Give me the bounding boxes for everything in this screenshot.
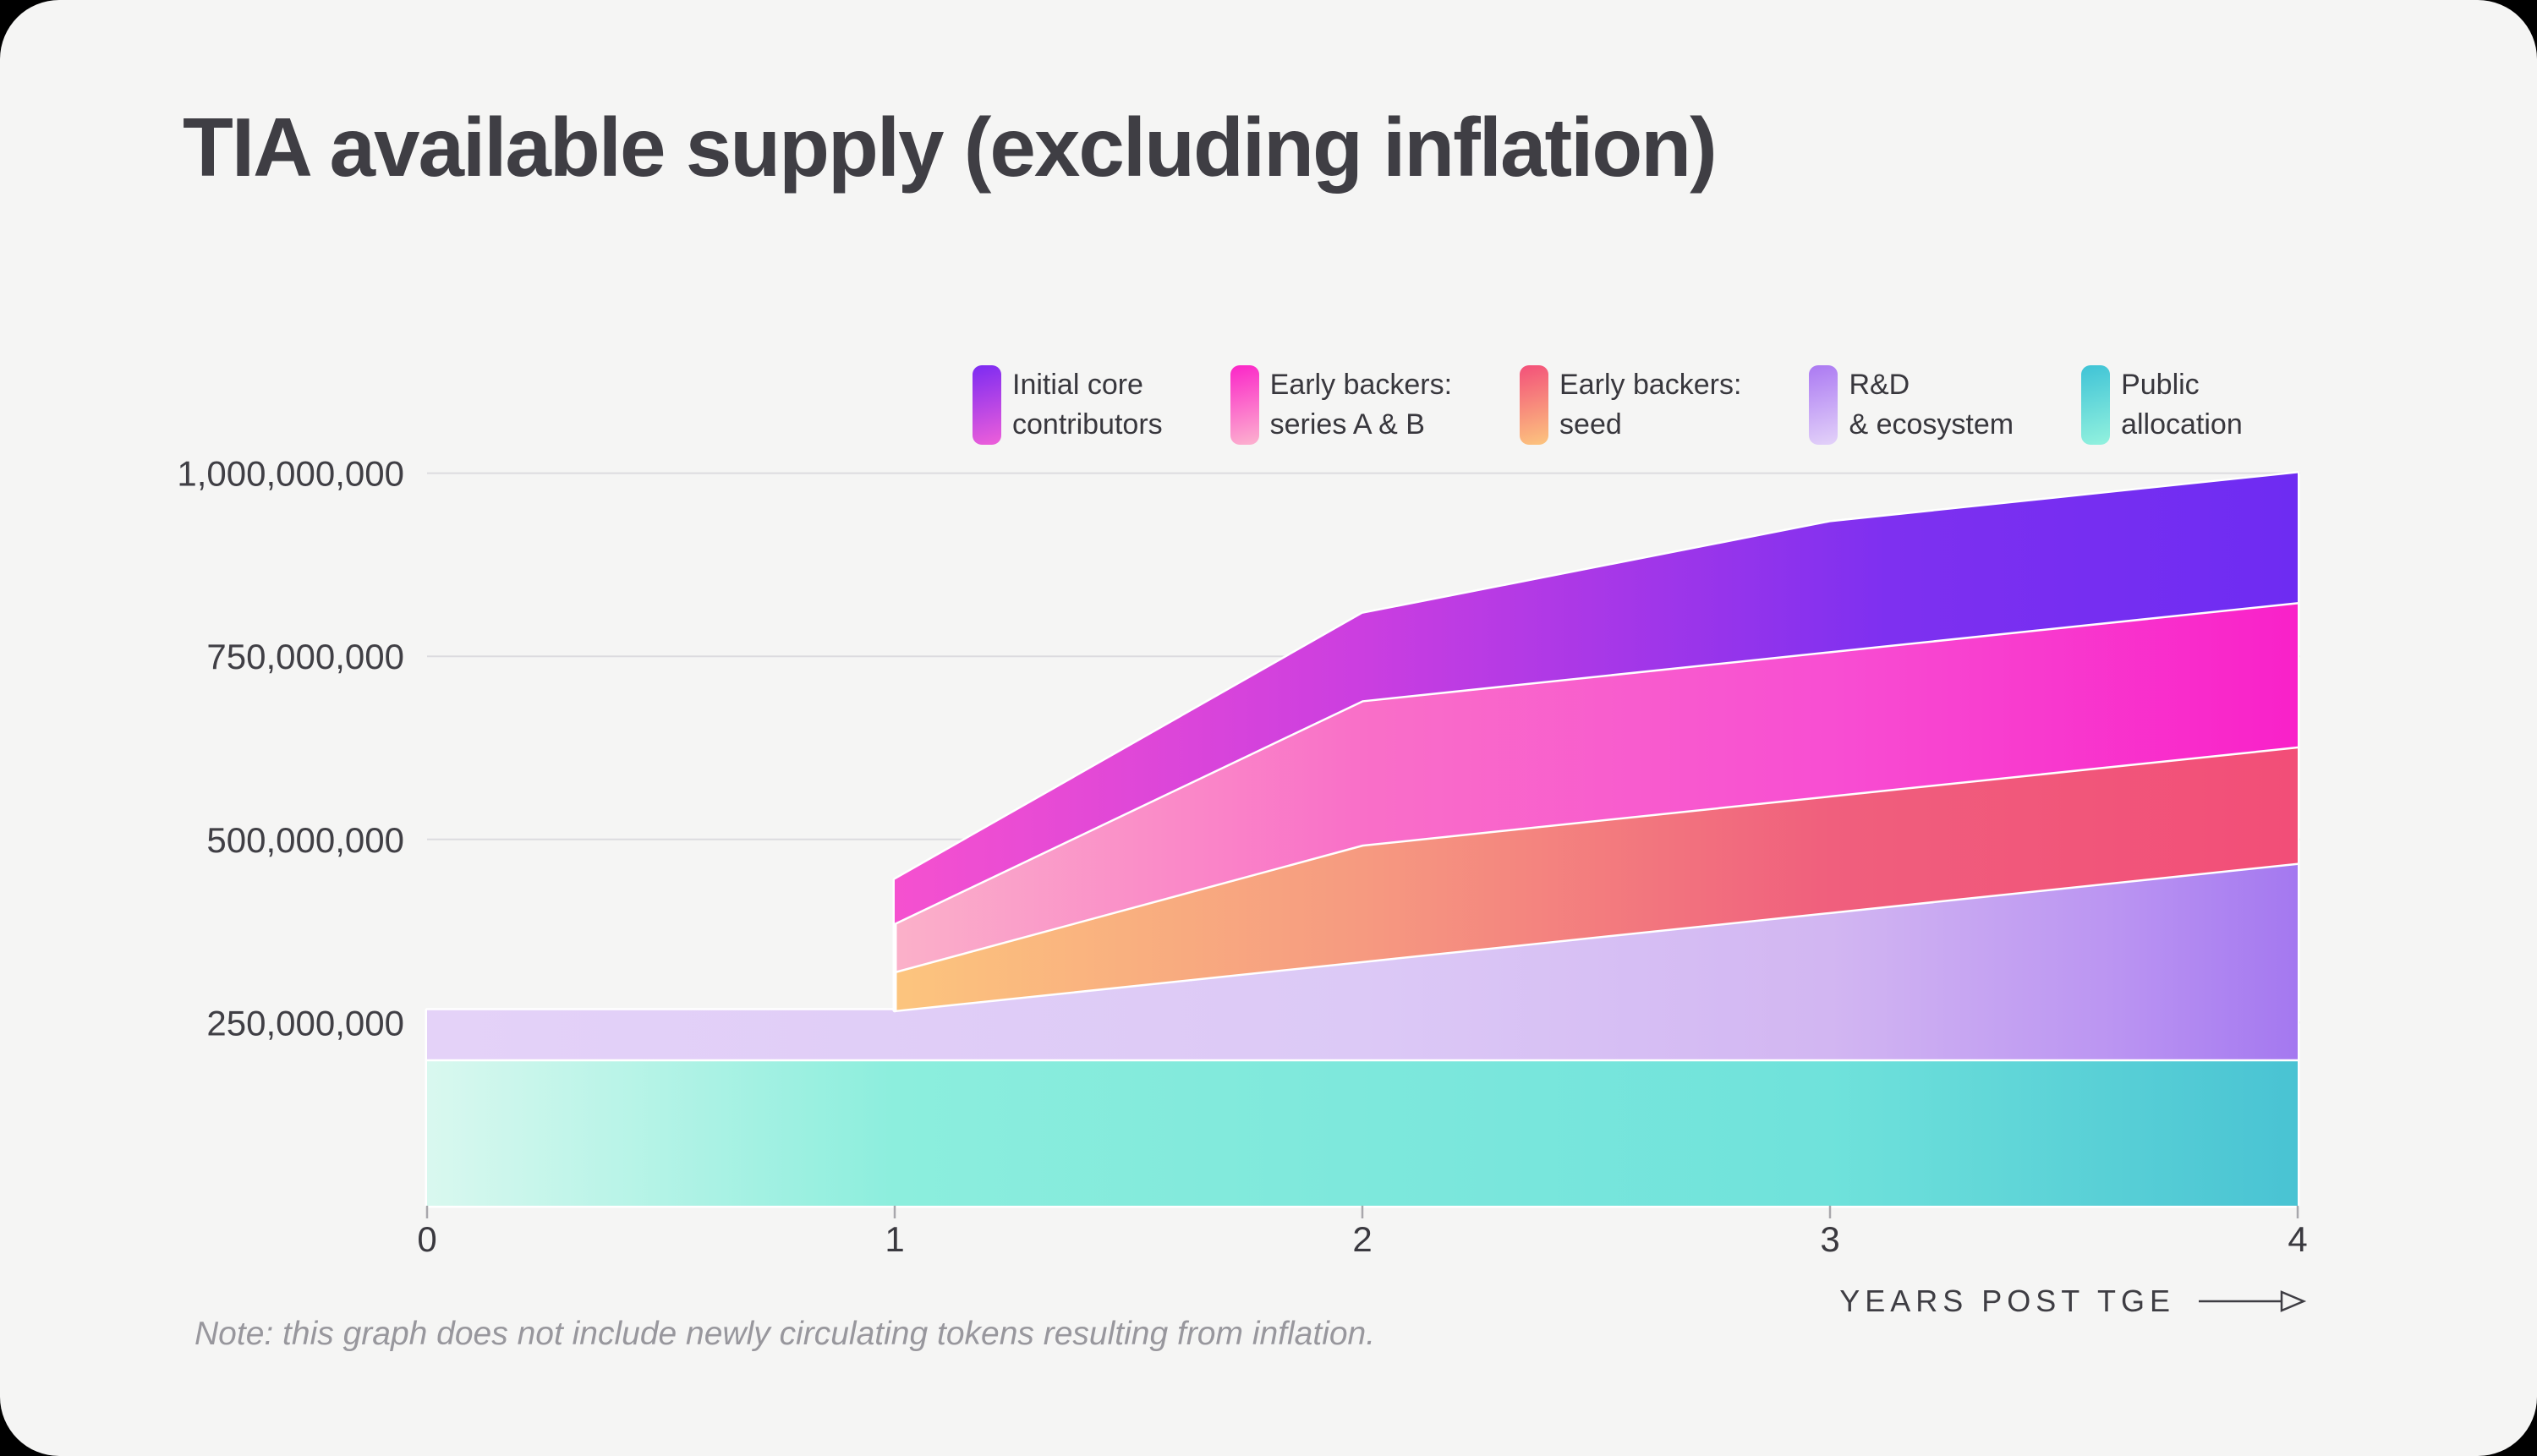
y-axis-label-1,000,000,000: 1,000,000,000 — [177, 454, 404, 494]
x-axis-title-text: YEARS POST TGE — [1839, 1284, 2175, 1318]
legend-label-line2: series A & B — [1269, 408, 1425, 441]
legend-label: R&D & ecosystem — [1849, 365, 2014, 445]
area-core — [892, 471, 2300, 1013]
area-public — [425, 1057, 2300, 1208]
legend-label: Initial core contributors — [1012, 365, 1163, 445]
legend-label: Early backers: series A & B — [1270, 365, 1452, 445]
legend-item-public-allocation: Public allocation — [2081, 365, 2243, 445]
y-axis-label-250,000,000: 250,000,000 — [206, 1003, 404, 1043]
area-ab — [892, 599, 2300, 1013]
legend-item-early-backers-series-a-b: Early backers: series A & B — [1230, 365, 1452, 445]
legend-swatch-early-backers-series-a-b — [1230, 365, 1259, 445]
legend-label-line1: Early backers: — [1559, 369, 1742, 401]
y-axis-label-750,000,000: 750,000,000 — [206, 637, 404, 676]
area-rnd — [425, 861, 2300, 1062]
legend-label-line1: Public — [2121, 369, 2200, 401]
x-tick-label-4: 4 — [2288, 1219, 2307, 1259]
legend: Initial core contributors Early backers:… — [973, 365, 2243, 445]
legend-swatch-early-backers-seed — [1520, 365, 1549, 445]
legend-label-line2: contributors — [1012, 408, 1163, 441]
legend-swatch-initial-core-contributors — [973, 365, 1001, 445]
legend-label-line1: Initial core — [1012, 369, 1143, 401]
legend-item-rnd-ecosystem: R&D & ecosystem — [1809, 365, 2014, 445]
legend-swatch-rnd-ecosystem — [1809, 365, 1838, 445]
y-axis-label-500,000,000: 500,000,000 — [206, 820, 404, 860]
x-tick-label-0: 0 — [417, 1219, 436, 1259]
legend-label: Early backers: seed — [1559, 365, 1741, 445]
area-seed — [892, 744, 2300, 1013]
legend-item-early-backers-seed: Early backers: seed — [1520, 365, 1741, 445]
legend-label-line2: & ecosystem — [1849, 408, 2014, 441]
legend-swatch-public-allocation — [2081, 365, 2111, 445]
legend-label-line2: seed — [1559, 408, 1622, 441]
legend-label-line2: allocation — [2121, 408, 2243, 441]
legend-label-line1: Early backers: — [1269, 369, 1453, 401]
arrow-right-icon — [2199, 1290, 2307, 1312]
x-axis-title: YEARS POST TGE — [1839, 1279, 2307, 1323]
x-tick-label-2: 2 — [1352, 1219, 1372, 1259]
legend-label-line1: R&D — [1849, 369, 1910, 401]
x-tick-label-1: 1 — [885, 1219, 904, 1259]
legend-label: Public allocation — [2121, 365, 2243, 445]
legend-item-initial-core-contributors: Initial core contributors — [973, 365, 1163, 445]
footnote: Note: this graph does not include newly … — [195, 1316, 1376, 1352]
x-tick-label-3: 3 — [1820, 1219, 1839, 1259]
page-title: TIA available supply (excluding inflatio… — [183, 101, 1718, 194]
